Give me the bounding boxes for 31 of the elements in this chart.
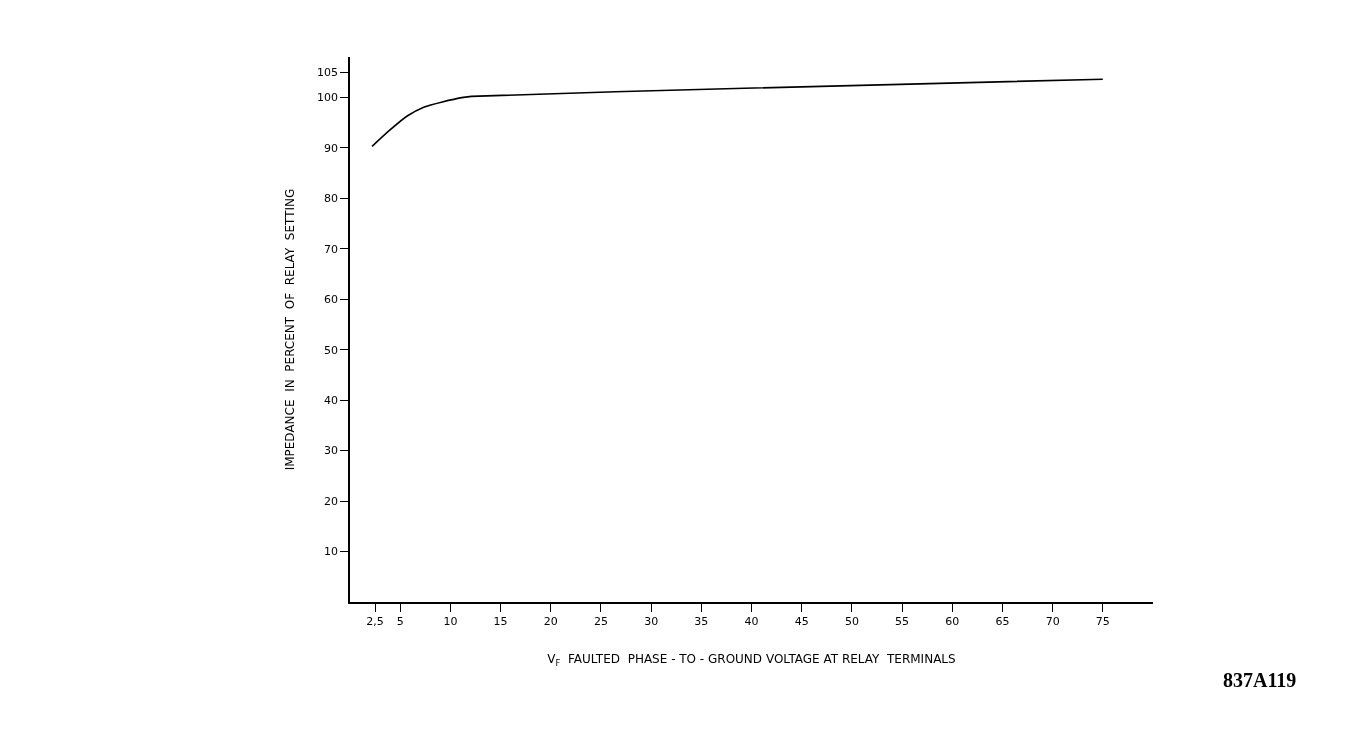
y-tick-label: 60: [324, 293, 339, 307]
y-tick-label: 30: [324, 444, 339, 458]
x-tick-label: 10: [443, 614, 458, 628]
x-tick-label: 15: [493, 614, 508, 628]
line-series: [371, 78, 1104, 148]
x-tick-label: 70: [1045, 614, 1060, 628]
y-tick-label: 80: [324, 192, 339, 206]
x-tick-label: 2,5: [366, 614, 384, 628]
y-tick-label: 70: [324, 242, 339, 256]
text: 837A119: [1223, 669, 1297, 691]
x-tick-label: 75: [1095, 614, 1110, 628]
y-axis-title: IMPEDANCE IN PERCENT OF RELAY SETTING: [282, 188, 297, 471]
y-tick-label: 90: [324, 141, 339, 155]
x-tick-label: 55: [895, 614, 910, 628]
x-tick-label: 35: [694, 614, 709, 628]
x-axis-title: V$_{F}$ FAULTED PHASE - TO - GROUND VOLTAGE AT RELAY TERMINALS: [547, 652, 956, 668]
x-tick-label: 50: [844, 614, 859, 628]
x-tick-label: 5: [396, 614, 404, 628]
y-tick-label: 105: [317, 65, 339, 79]
y-tick-label: 40: [324, 394, 339, 407]
x-tick-label: 25: [593, 614, 608, 628]
x-tick-label: 60: [945, 614, 960, 628]
y-tick-label: 100: [317, 91, 339, 105]
x-tick-label: 45: [794, 614, 809, 628]
x-tick-label: 40: [744, 614, 759, 628]
y-tick-label: 10: [324, 545, 339, 559]
x-tick-label: 20: [543, 614, 558, 628]
x-tick-label: 65: [995, 614, 1010, 628]
x-tick-label: 30: [644, 614, 659, 628]
y-tick-label: 50: [324, 343, 339, 357]
y-tick-label: 20: [324, 494, 339, 508]
